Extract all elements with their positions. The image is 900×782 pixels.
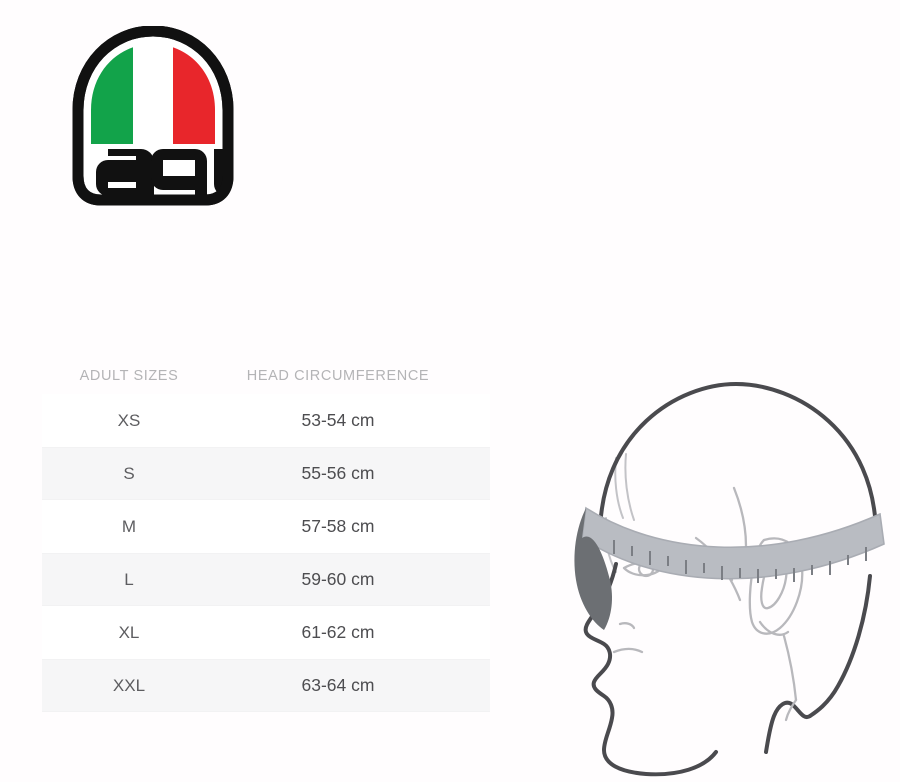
agv-shield-logo (68, 26, 238, 208)
table-row: XS 53-54 cm (42, 394, 490, 447)
table-row: S 55-56 cm (42, 447, 490, 500)
column-header-head-circumference: HEAD CIRCUMFERENCE (246, 368, 430, 384)
cell-size: XS (117, 410, 141, 430)
cell-size: XL (118, 622, 140, 642)
table-row: L 59-60 cm (42, 553, 490, 606)
cell-size: L (124, 569, 134, 589)
cell-circumference: 53-54 cm (301, 410, 375, 430)
column-header-adult-sizes: ADULT SIZES (79, 368, 179, 384)
cell-circumference: 63-64 cm (301, 675, 375, 695)
table-row: XXL 63-64 cm (42, 659, 490, 712)
table-row: XL 61-62 cm (42, 606, 490, 659)
table-header-row: ADULT SIZES HEAD CIRCUMFERENCE (42, 358, 490, 394)
cell-size: S (123, 463, 135, 483)
cell-circumference: 61-62 cm (301, 622, 375, 642)
italian-flag-icon (91, 44, 215, 144)
table-row: M 57-58 cm (42, 500, 490, 553)
cell-circumference: 59-60 cm (301, 569, 375, 589)
cell-circumference: 57-58 cm (301, 516, 375, 536)
tape-tick-marks (613, 540, 867, 583)
cell-circumference: 55-56 cm (301, 463, 375, 483)
measuring-tape (574, 506, 885, 630)
head-profile-outline (583, 382, 878, 777)
cell-size: XXL (112, 675, 146, 695)
head-measurement-illustration (528, 368, 900, 782)
face-detail-lines (612, 486, 804, 722)
cell-size: M (121, 516, 137, 536)
size-chart-table: ADULT SIZES HEAD CIRCUMFERENCE XS 53-54 … (42, 358, 490, 712)
